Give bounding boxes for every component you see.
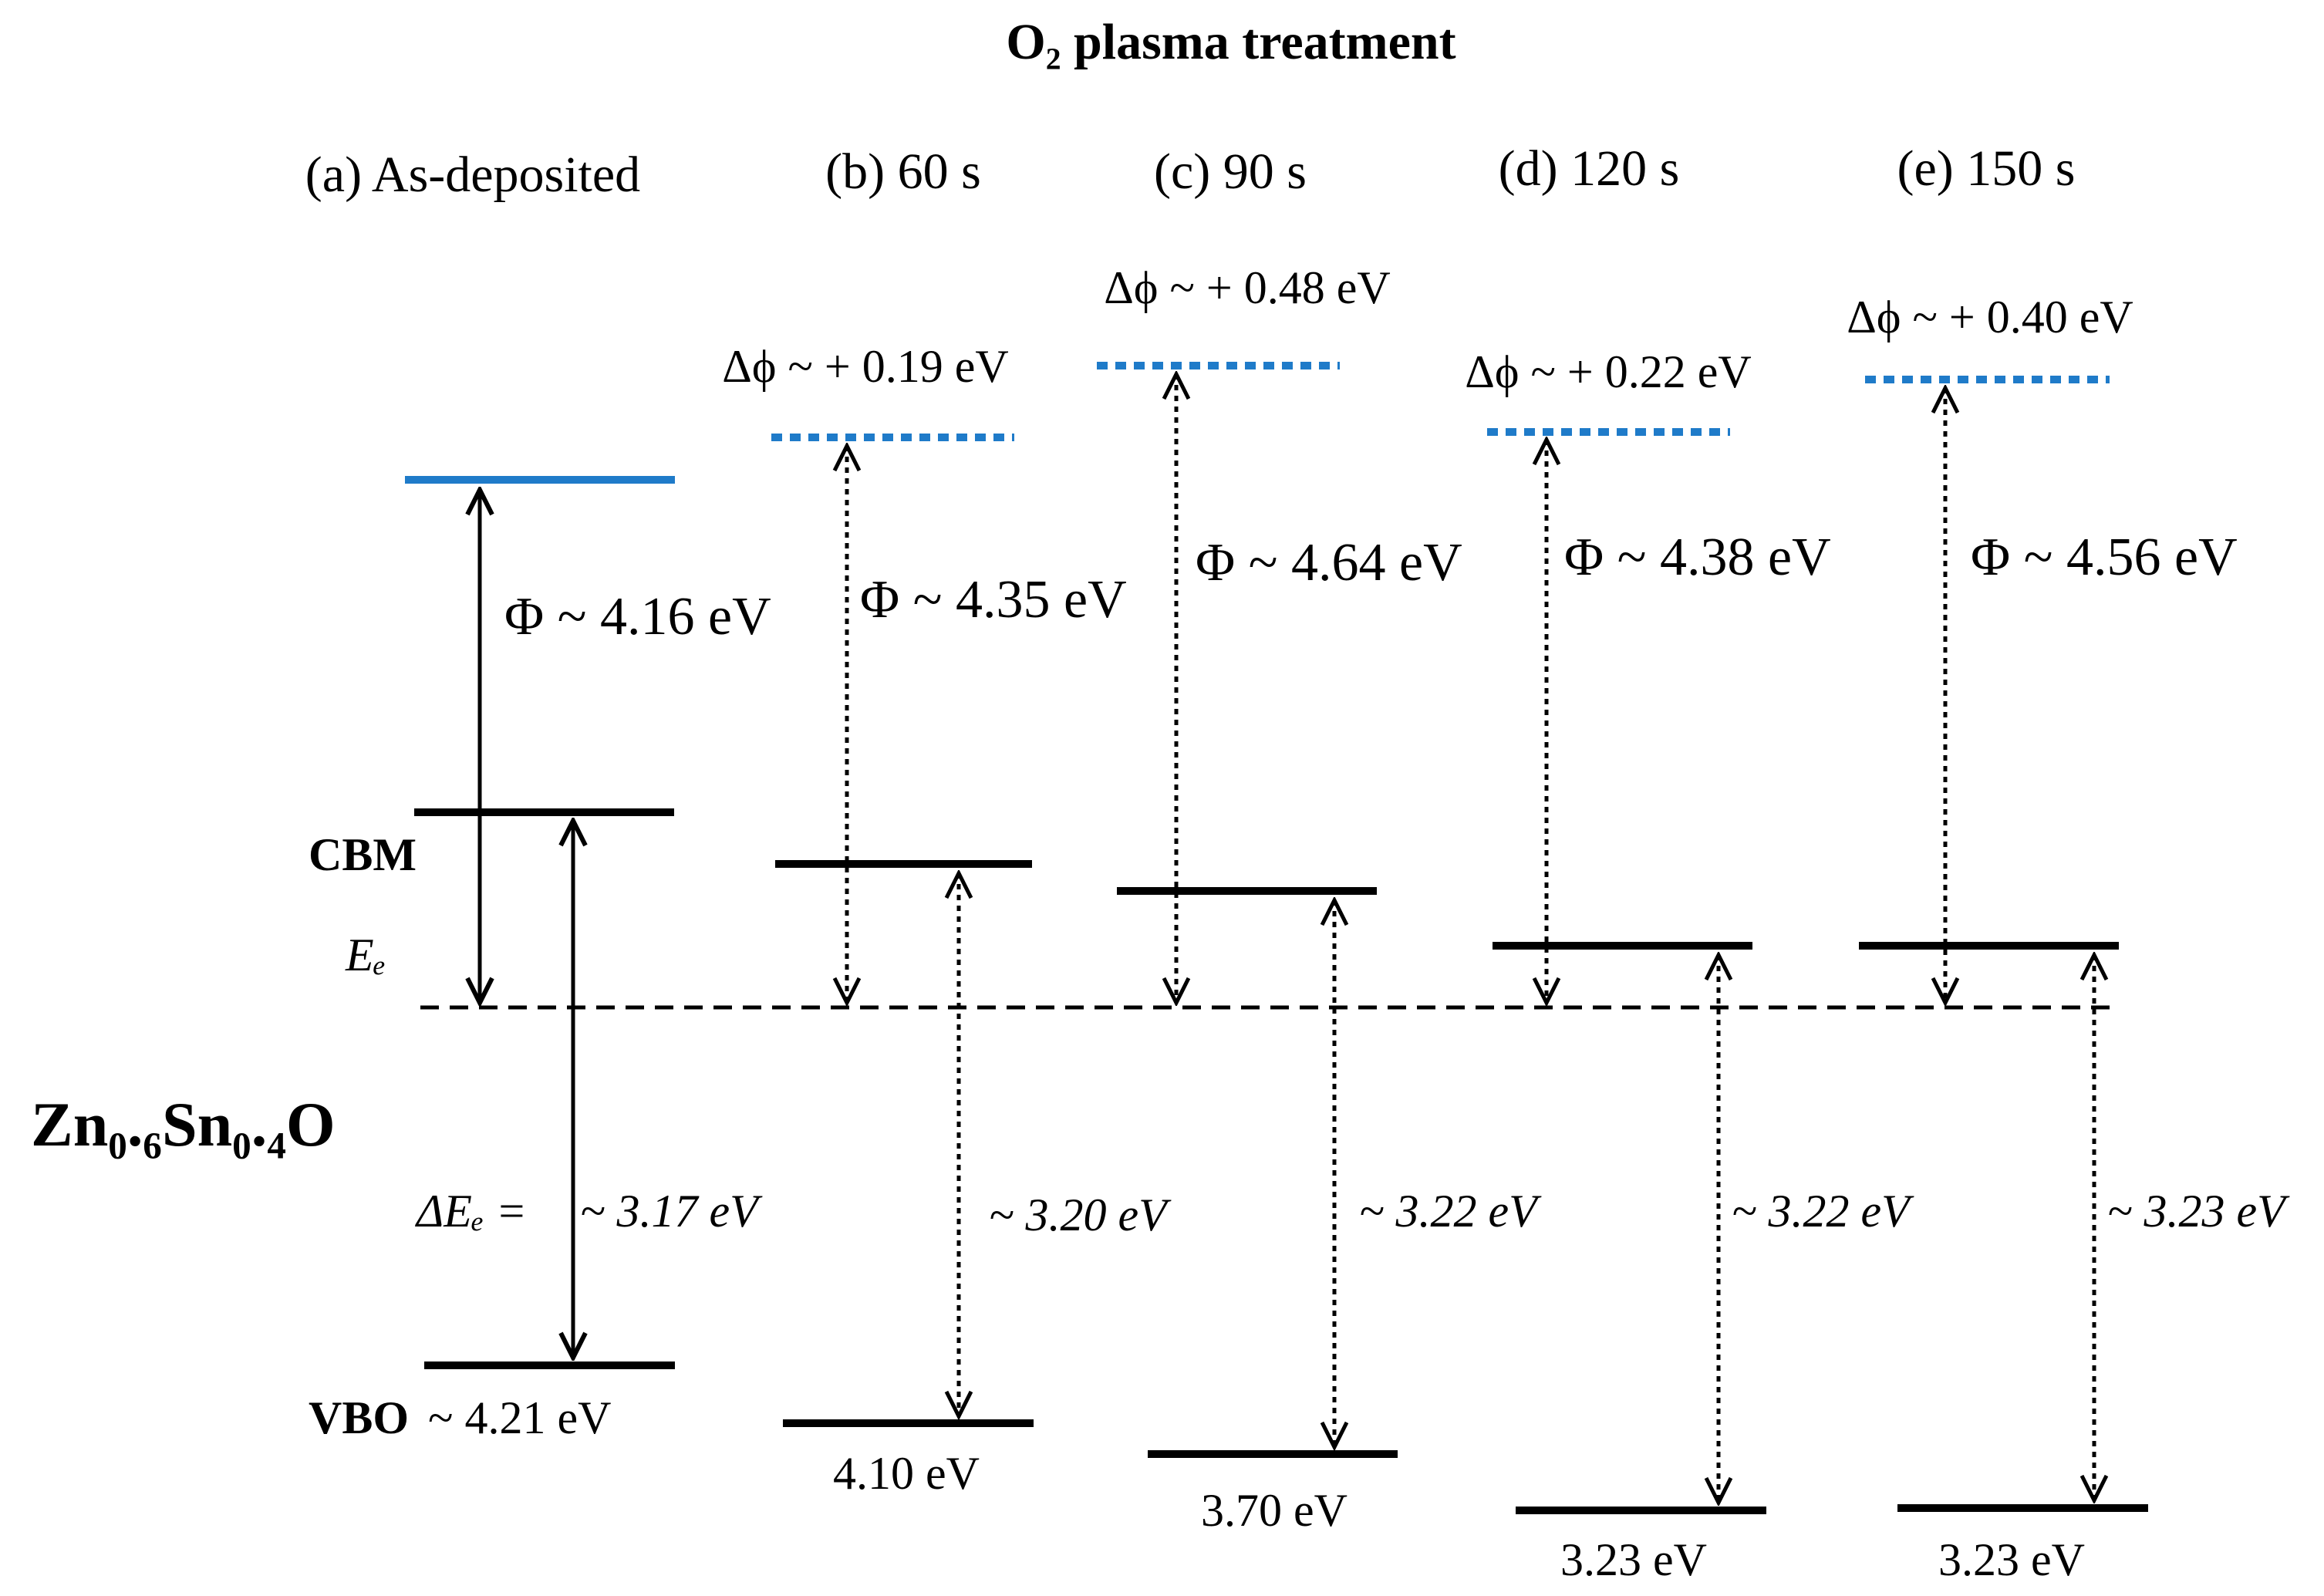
panel-label-b: (b) 60 s bbox=[825, 143, 981, 200]
band-gap-value-a: ~ 3.17 eV bbox=[580, 1186, 763, 1237]
material-label: Zn₀.₆Sn₀.₄O bbox=[31, 1089, 336, 1159]
panel-label-a: (a) As-deposited bbox=[305, 147, 640, 203]
work-function-label-b: Φ ~ 4.35 eV bbox=[860, 570, 1127, 629]
panel-label-e: (e) 150 s bbox=[1897, 140, 2076, 197]
band-gap-value-e: ~ 3.23 eV bbox=[2107, 1186, 2290, 1237]
band-gap-value-b: ~ 3.20 eV bbox=[989, 1189, 1172, 1240]
work-function-label-c: Φ ~ 4.64 eV bbox=[1196, 533, 1462, 592]
delta-phi-d: Δϕ ~ + 0.22 eV bbox=[1465, 346, 1751, 397]
valence-offset-e: 3.23 eV bbox=[1938, 1534, 2085, 1585]
work-function-label-d: Φ ~ 4.38 eV bbox=[1564, 528, 1831, 587]
band-gap-value-c: ~ 3.22 eV bbox=[1359, 1186, 1542, 1237]
vbo-label: VBO bbox=[309, 1392, 409, 1443]
work-function-label-a: Φ ~ 4.16 eV bbox=[504, 587, 771, 646]
diagram-title: O₂ plasma treatment bbox=[1006, 14, 1455, 70]
delta-phi-c: Δϕ ~ + 0.48 eV bbox=[1104, 262, 1390, 313]
valence-offset-c: 3.70 eV bbox=[1201, 1485, 1348, 1536]
panel-label-c: (c) 90 s bbox=[1154, 143, 1307, 200]
fermi-level-label: Eₑ bbox=[345, 930, 386, 980]
delta-phi-e: Δϕ ~ + 0.40 eV bbox=[1847, 292, 2133, 342]
valence-offset-d: 3.23 eV bbox=[1560, 1534, 1707, 1585]
band-gap-value-d: ~ 3.22 eV bbox=[1732, 1186, 1914, 1237]
valence-offset-a: ~ 4.21 eV bbox=[428, 1392, 611, 1443]
valence-offset-b: 4.10 eV bbox=[833, 1448, 980, 1499]
work-function-label-e: Φ ~ 4.56 eV bbox=[1971, 528, 2238, 587]
delta-phi-b: Δϕ ~ + 0.19 eV bbox=[722, 341, 1008, 392]
cbm-label: CBM bbox=[309, 829, 417, 880]
panel-label-d: (d) 120 s bbox=[1499, 140, 1680, 197]
band-gap-symbol: ΔEₑ = bbox=[415, 1186, 527, 1237]
